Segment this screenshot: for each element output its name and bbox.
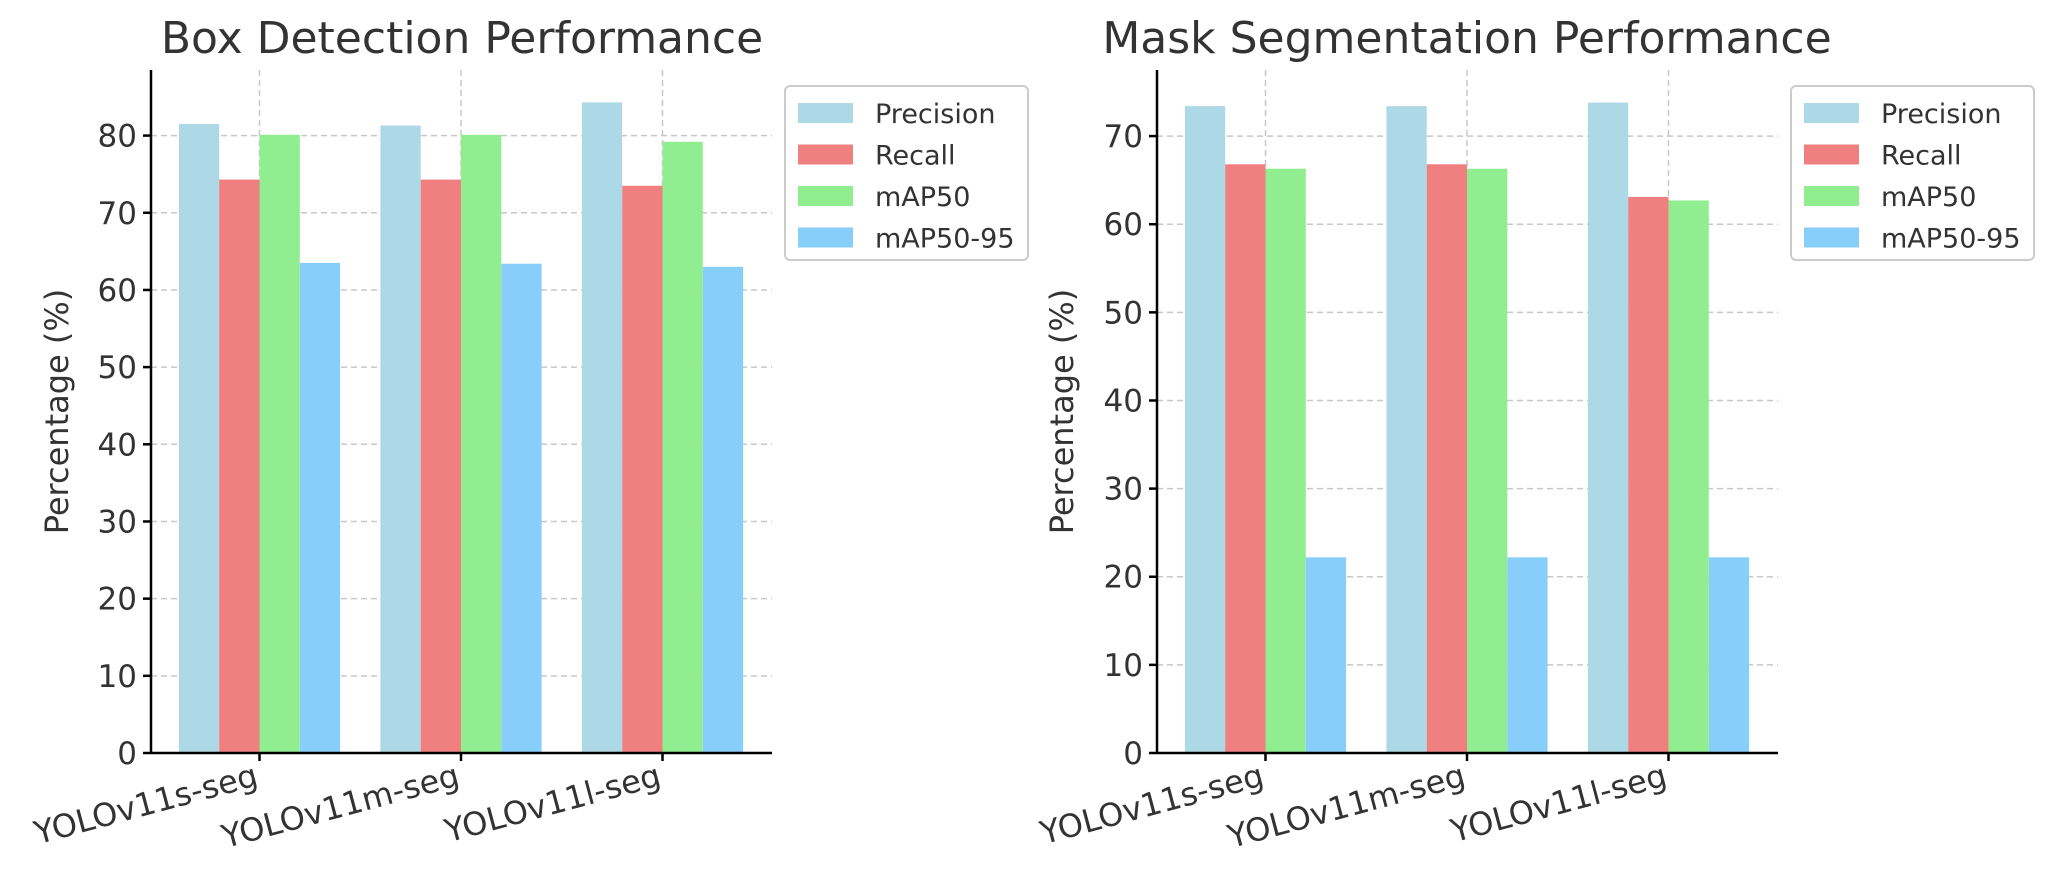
bar-precision-1: [178, 124, 220, 754]
y-tick-label: 10: [98, 659, 137, 695]
bar-map50-2: [461, 134, 502, 753]
bar-recall-1: [219, 179, 260, 754]
bar-map50-95-1: [1305, 557, 1347, 753]
bar-precision-3: [581, 102, 623, 753]
bar-precision-3: [1587, 102, 1629, 754]
legend-label-precision: Precision: [875, 99, 995, 130]
y-tick-label: 50: [98, 350, 137, 386]
legend-swatch-map50: [798, 186, 853, 206]
y-tick-label: 0: [1123, 736, 1143, 772]
legend-swatch-map50-95: [1804, 227, 1859, 248]
bar-map50-95-2: [501, 263, 542, 753]
legend-swatch-map50: [1804, 186, 1859, 206]
bar-recall-2: [420, 179, 461, 754]
legend-label-recall: Recall: [875, 141, 956, 172]
bar-map50-2: [1467, 168, 1508, 753]
legend: Precision Recall mAP50 mAP50-95: [784, 85, 1029, 261]
bar-map50-1: [1265, 168, 1306, 753]
y-tick-label: 30: [98, 504, 137, 540]
legend-swatch-recall: [798, 144, 853, 165]
legend-label-map50-95: mAP50-95: [1881, 224, 2021, 255]
bar-map50-95-2: [1507, 557, 1548, 753]
legend-label-map50: mAP50: [875, 182, 970, 213]
chart-panel-1: Box Detection Performance 0 10 20 30 40 50 60 70…: [29, 13, 1029, 856]
legend-label-map50: mAP50: [1881, 182, 1976, 213]
bar-precision-2: [1386, 106, 1427, 753]
bar-map50-95-3: [702, 266, 744, 753]
y-tick-label: 50: [1104, 295, 1143, 331]
legend-label-recall: Recall: [1881, 141, 1962, 172]
legend-swatch-precision: [1804, 103, 1859, 123]
bar-precision-2: [380, 125, 421, 753]
y-tick-label: 10: [1104, 648, 1143, 684]
y-tick-label: 60: [98, 273, 137, 309]
y-tick-label: 70: [98, 196, 137, 232]
chart-title: Mask Segmentation Performance: [1102, 13, 1831, 64]
bar-map50-1: [259, 134, 300, 753]
bar-map50-95-3: [1708, 557, 1750, 753]
bar-precision-1: [1184, 106, 1226, 753]
legend-swatch-map50-95: [798, 227, 853, 248]
y-tick-label: 80: [98, 119, 137, 155]
bar-map50-3: [1668, 200, 1709, 753]
legend-swatch-precision: [798, 103, 853, 123]
y-tick-label: 40: [98, 427, 137, 463]
y-tick-label: 30: [1104, 472, 1143, 508]
legend-label-precision: Precision: [1881, 99, 2001, 130]
y-axis-label: Percentage (%): [1043, 289, 1081, 535]
chart-panel-2: Mask Segmentation Performance 0 10 20 30 40 50…: [1035, 13, 2035, 856]
y-tick-label: 20: [1104, 560, 1143, 596]
chart-title: Box Detection Performance: [161, 13, 763, 64]
bar-recall-1: [1225, 164, 1266, 753]
y-tick-label: 60: [1104, 207, 1143, 243]
legend-label-map50-95: mAP50-95: [875, 224, 1015, 255]
bar-map50-3: [662, 141, 703, 753]
bar-map50-95-1: [299, 262, 341, 753]
y-tick-label: 20: [98, 582, 137, 618]
y-tick-label: 0: [117, 736, 137, 772]
x-tick-label: YOLOv11l-seg: [1446, 756, 1671, 850]
legend-frame: [784, 85, 1029, 261]
legend-swatch-recall: [1804, 144, 1859, 165]
legend: Precision Recall mAP50 mAP50-95: [1790, 85, 2035, 261]
bar-recall-3: [1628, 196, 1669, 753]
y-tick-label: 40: [1104, 383, 1143, 419]
bar-recall-2: [1426, 164, 1467, 753]
bar-recall-3: [622, 185, 663, 754]
y-tick-label: 70: [1104, 119, 1143, 155]
y-axis-label: Percentage (%): [38, 289, 76, 535]
legend-frame: [1790, 85, 2035, 261]
x-tick-label: YOLOv11l-seg: [440, 756, 665, 850]
